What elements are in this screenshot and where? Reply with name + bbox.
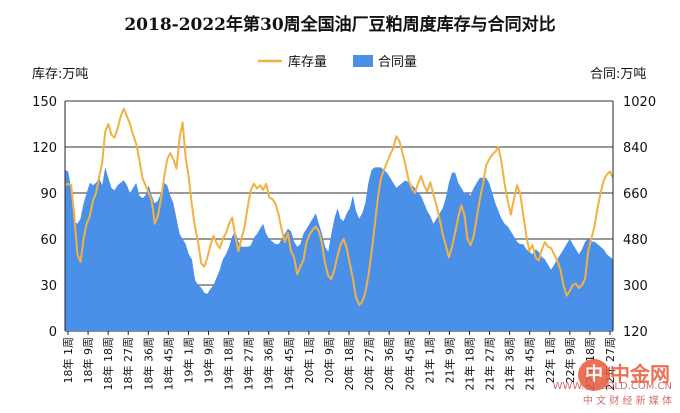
x-tick-label: 20年 36周 [382,337,396,391]
x-tick-label: 22年 1周 [543,337,557,384]
watermark-text: WWW.CNGOLD.COM.CN 中 文 财 经 新 媒 体 [552,381,672,407]
x-tick-label: 21年 1周 [422,337,436,384]
right-axis-unit: 合同:万吨 [590,67,647,82]
y-left-tick-label: 90 [40,187,57,202]
chart-title: 2018-2022年第30周全国油厂豆粕周度库存与合同对比 [124,15,556,35]
watermark-logo-icon: 中 [578,359,610,391]
y-right-tick-label: 480 [623,233,648,248]
legend: 库存量 合同量 [258,54,417,70]
x-tick-label: 20年 45周 [402,337,416,391]
watermark-name: 中金网 [610,362,670,386]
x-tick-label: 18年 9周 [81,337,95,384]
y-left-tick-label: 150 [32,95,57,110]
y-right-tick-label: 840 [623,141,648,156]
x-tick-label: 18年 45周 [161,337,175,391]
x-tick-label: 21年 45周 [523,337,537,391]
x-tick-label: 18年 27周 [121,337,135,391]
axes: 0 30 60 90 120 150 120 300 480 660 840 1020 18年 1周 18… [32,95,656,391]
x-tick-label: 21年 36周 [503,337,517,391]
legend-inventory-label: 库存量 [288,54,327,70]
x-tick-label: 20年 18周 [342,337,356,391]
x-tick-label: 20年 27周 [362,337,376,391]
y-right-tick-label: 300 [623,279,648,294]
inventory-line-series [64,107,614,306]
x-tick-label: 19年 9周 [202,337,216,384]
left-axis-unit: 库存:万吨 [32,67,89,82]
x-tick-label: 19年 36周 [262,337,276,391]
x-tick-label: 20年 1周 [302,337,316,384]
y-right-tick-label: 660 [623,187,648,202]
x-tick-label: 22年 9周 [563,337,577,384]
y-left-tick-label: 0 [49,325,57,340]
x-tick-label: 18年 18周 [101,337,115,391]
legend-contract-swatch [353,55,373,67]
x-tick-label: 21年 18周 [462,337,476,391]
y-left-tick-label: 120 [32,141,57,156]
x-tick-label: 18年 36周 [141,337,155,391]
x-tick-label: 19年 27周 [242,337,256,391]
x-tick-label: 20年 9周 [322,337,336,384]
x-tick-label: 21年 27周 [483,337,497,391]
x-tick-label: 18年 1周 [61,337,75,384]
y-right-tick-label: 120 [623,325,648,340]
x-tick-label: 19年 18周 [222,337,236,391]
y-left-tick-label: 60 [40,233,57,248]
x-tick-label: 19年 45周 [282,337,296,391]
x-tick-label: 19年 1周 [181,337,195,384]
y-left-tick-label: 30 [40,279,57,294]
y-right-tick-label: 1020 [623,95,656,110]
inventory-line [64,107,614,306]
legend-contract-label: 合同量 [378,55,417,70]
x-tick-label: 21年 9周 [442,337,456,384]
